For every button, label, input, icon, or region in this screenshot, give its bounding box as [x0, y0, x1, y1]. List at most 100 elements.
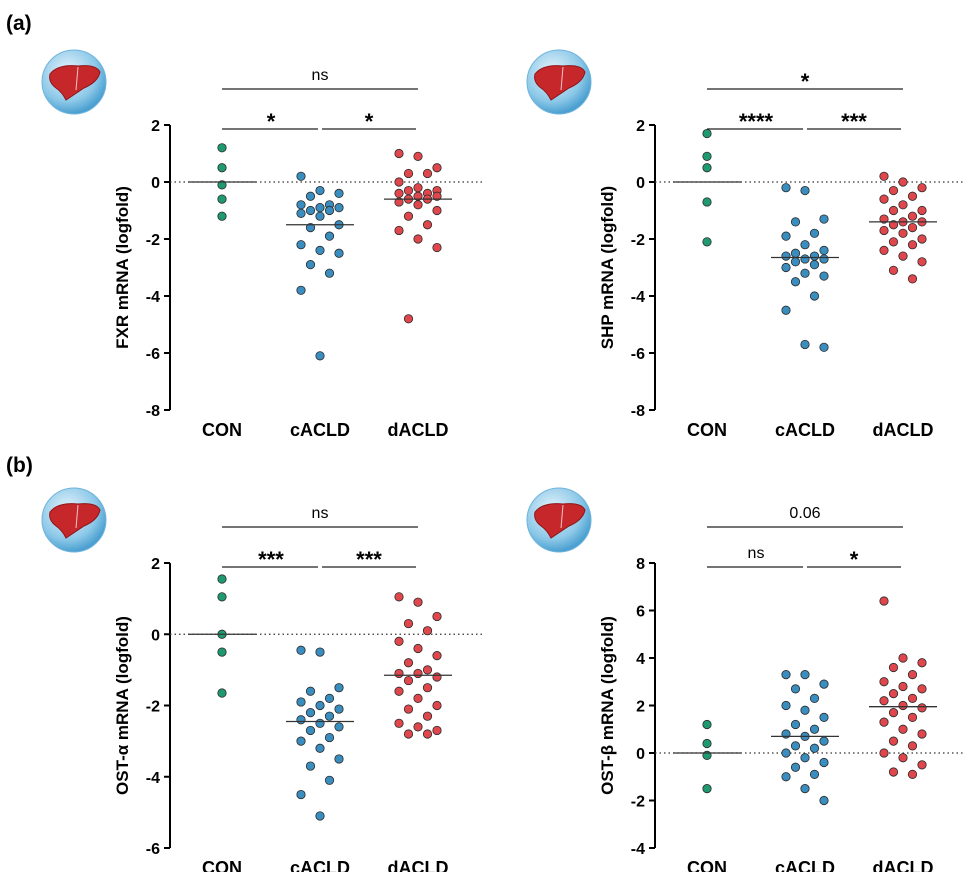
data-point	[898, 200, 908, 210]
data-point	[413, 200, 423, 210]
data-point	[296, 736, 306, 746]
data-point	[334, 683, 344, 693]
data-point	[702, 738, 712, 749]
data-point	[781, 251, 791, 261]
data-point	[305, 686, 316, 696]
x-tick-label: dACLD	[873, 858, 934, 872]
data-point	[898, 700, 908, 711]
data-point	[800, 753, 810, 763]
panel-label: (a)	[6, 12, 32, 35]
data-point	[879, 194, 889, 204]
data-point	[296, 697, 306, 707]
data-point	[888, 220, 899, 230]
data-point	[315, 203, 325, 213]
data-point	[879, 748, 889, 758]
data-point	[324, 268, 335, 278]
chart-panel: 2 0 -2 -4 -6 OST-α mRNA (logfold) CON cACLD dACL…	[41, 487, 483, 877]
data-point	[296, 285, 306, 295]
data-point	[217, 574, 227, 584]
data-point	[898, 653, 908, 663]
data-point	[324, 732, 335, 743]
data-point	[907, 769, 918, 779]
data-point	[781, 305, 791, 315]
y-tick-label: 4	[636, 651, 645, 668]
data-point	[917, 684, 927, 694]
data-point	[403, 618, 414, 629]
data-point	[809, 228, 820, 238]
data-point	[217, 143, 227, 153]
data-point	[217, 211, 227, 221]
data-point	[800, 268, 810, 278]
data-point	[879, 596, 889, 606]
data-point	[917, 257, 927, 267]
y-tick-label: 6	[636, 604, 645, 621]
data-point	[217, 194, 227, 204]
data-point	[403, 211, 414, 221]
data-point	[879, 225, 889, 236]
y-tick-label: -4	[631, 289, 645, 306]
data-point	[296, 171, 306, 181]
x-tick-label: cACLD	[290, 420, 350, 440]
data-point	[790, 684, 801, 694]
data-point	[315, 647, 325, 657]
data-point	[702, 151, 712, 161]
y-tick-label: 0	[636, 746, 645, 763]
data-point	[819, 795, 829, 806]
data-point	[898, 177, 908, 187]
data-point	[809, 291, 820, 301]
data-point	[305, 761, 316, 771]
bracket-label: ns	[312, 505, 329, 522]
data-point	[781, 183, 791, 193]
y-axis-title: OST-β mRNA (logfold)	[598, 616, 617, 795]
data-point	[403, 658, 414, 668]
data-point	[781, 231, 791, 241]
data-point	[907, 741, 918, 751]
data-point	[217, 592, 227, 602]
y-tick-label: -2	[146, 699, 160, 716]
x-tick-label: cACLD	[290, 858, 350, 872]
y-tick-label: -2	[631, 232, 645, 249]
data-point	[879, 171, 889, 181]
data-point	[702, 784, 712, 794]
data-point	[917, 205, 927, 216]
y-tick-label: 2	[636, 118, 645, 135]
data-point	[702, 163, 712, 173]
data-point	[907, 191, 918, 201]
data-point	[809, 693, 820, 703]
bracket-label: *	[267, 109, 276, 134]
data-point	[413, 151, 423, 161]
x-tick-label: CON	[202, 858, 242, 872]
y-axis-title: SHP mRNA (logfold)	[598, 186, 617, 349]
x-tick-label: CON	[202, 420, 242, 440]
data-point	[898, 251, 908, 261]
data-point	[702, 128, 712, 139]
liver-lobe	[560, 504, 564, 529]
data-point	[403, 729, 414, 739]
data-point	[422, 683, 433, 693]
data-point	[819, 271, 829, 281]
data-point	[422, 220, 433, 230]
data-point	[324, 711, 335, 721]
bracket-label: *	[850, 547, 859, 572]
bracket-label: ns	[748, 545, 765, 562]
data-point	[334, 704, 344, 714]
data-point	[403, 168, 414, 179]
data-point	[394, 148, 404, 159]
data-point	[296, 715, 306, 725]
bracket-label: 0.06	[789, 505, 820, 522]
data-point	[413, 668, 423, 679]
data-point	[907, 670, 918, 680]
liver-icon	[534, 503, 586, 539]
chart-panel: 8 6 4 2 0 -2 -4 OST-β mRNA (logfold) CON cACLD dAC…	[526, 487, 965, 877]
data-point	[898, 724, 908, 734]
y-tick-label: 2	[151, 556, 160, 573]
data-point	[781, 700, 791, 711]
data-point	[432, 191, 442, 201]
data-point	[403, 314, 414, 324]
data-point	[422, 665, 433, 675]
y-tick-label: -6	[146, 841, 160, 858]
liver-lobe	[75, 504, 79, 529]
y-tick-label: -4	[146, 770, 160, 787]
data-point	[790, 741, 801, 751]
